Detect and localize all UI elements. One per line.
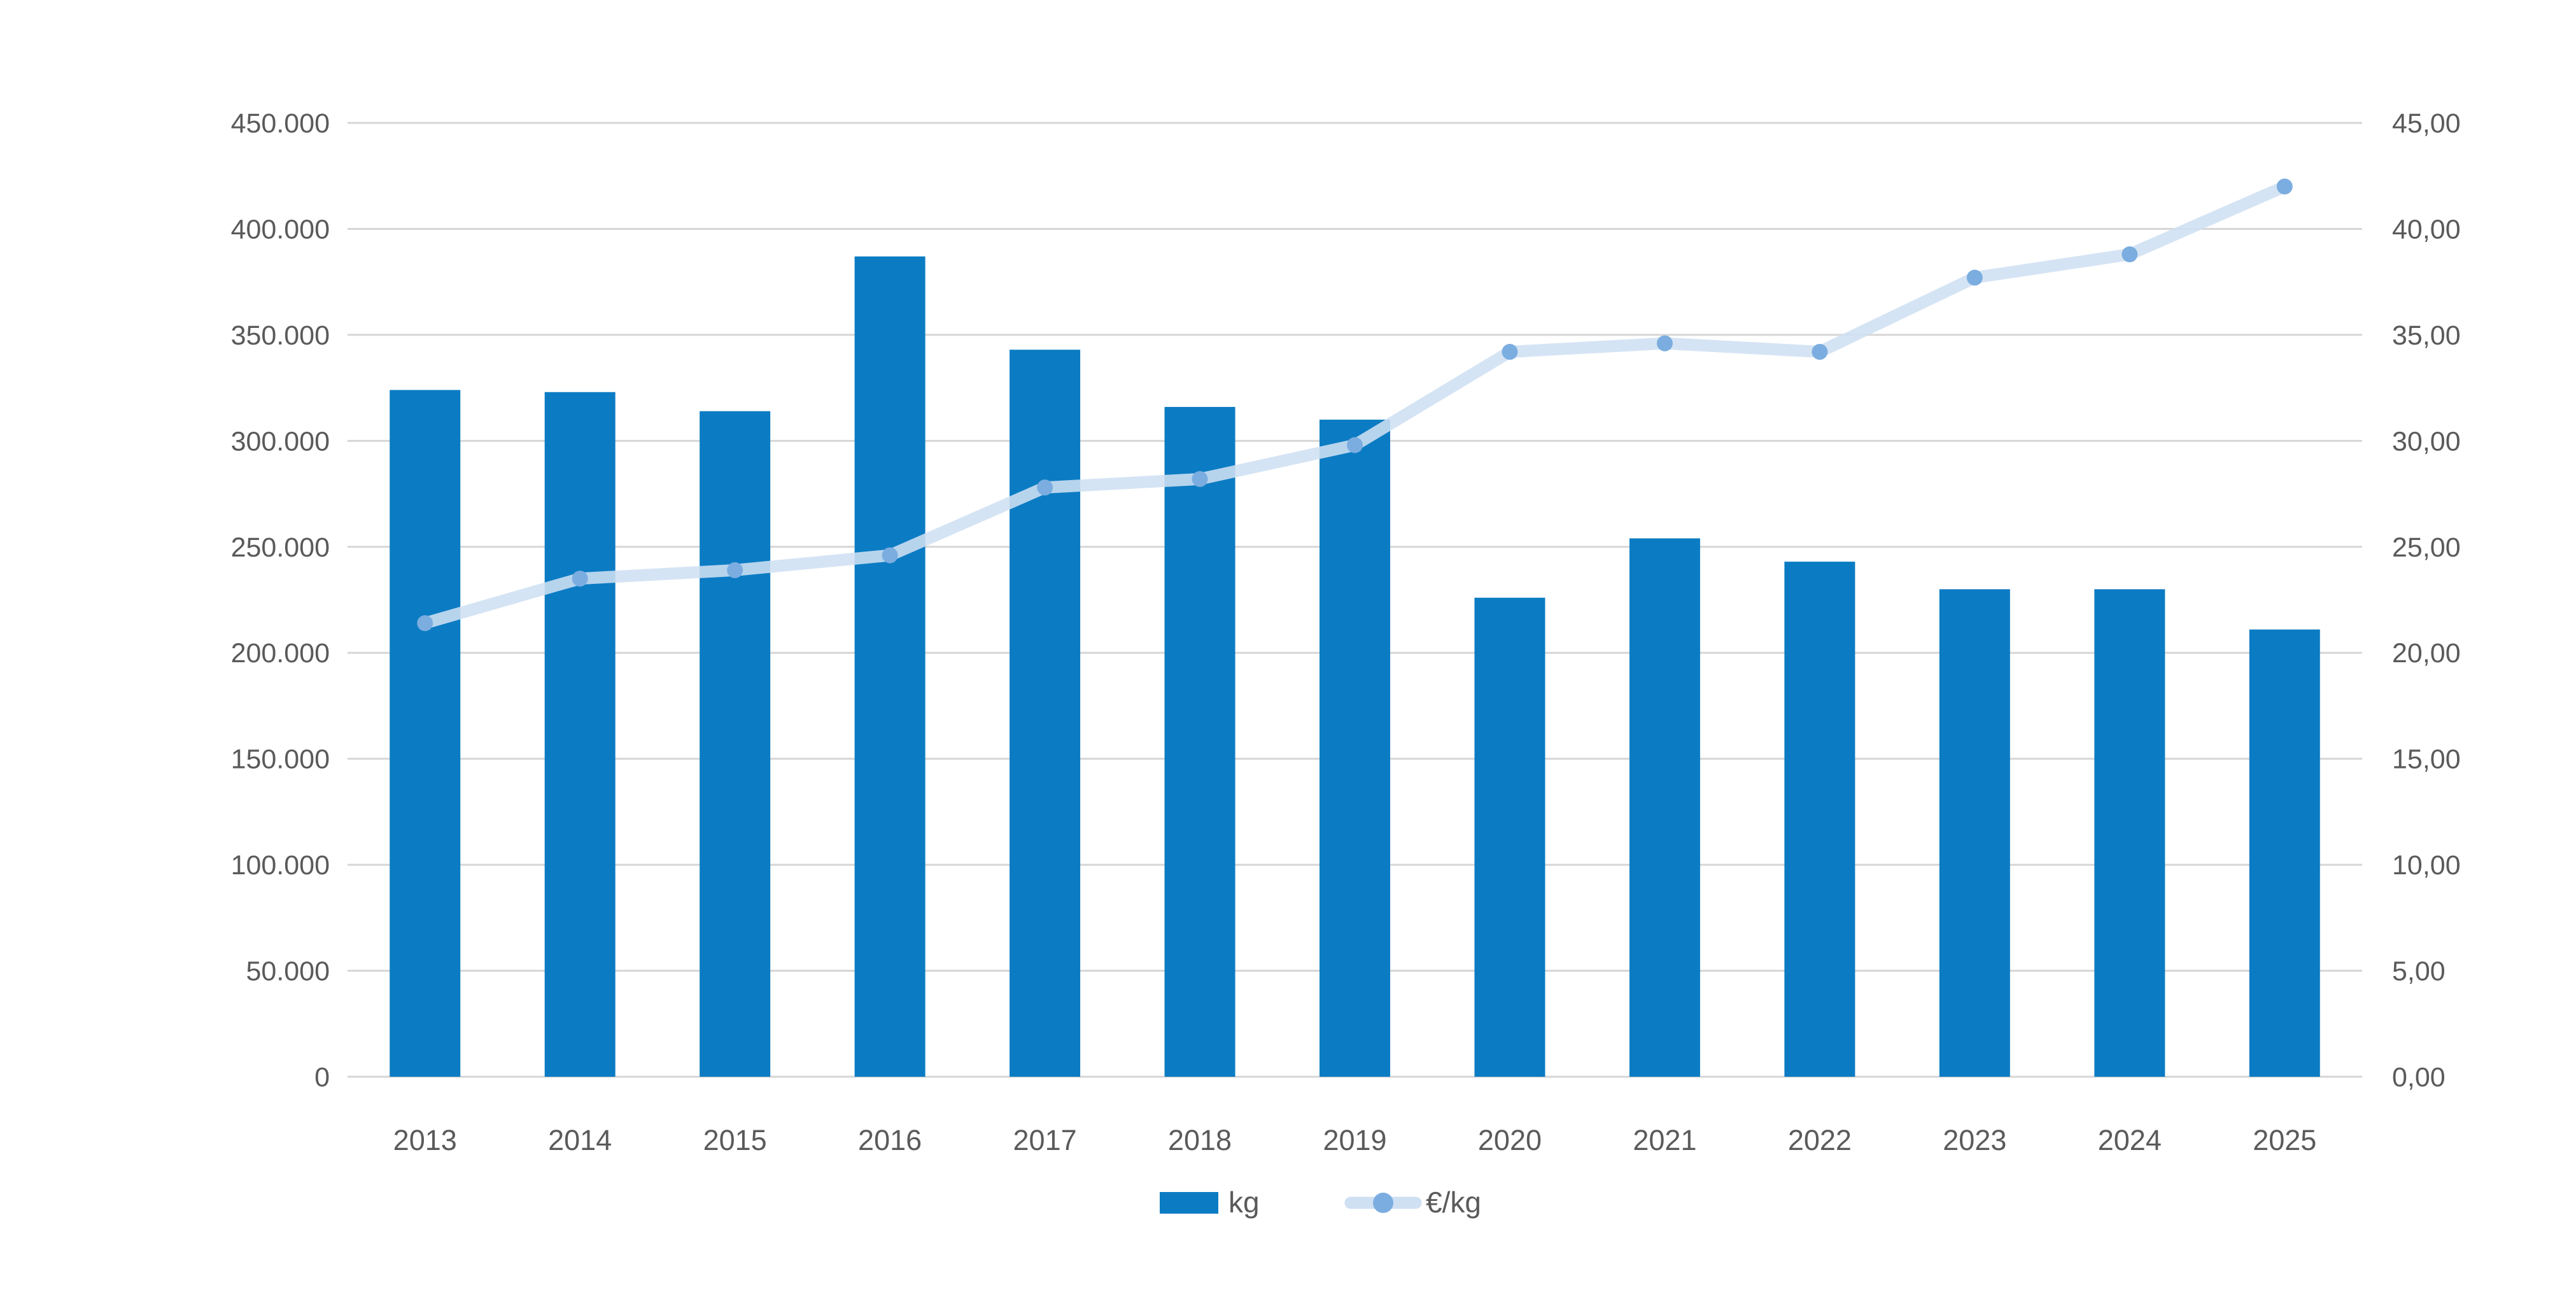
left-axis-tick-label: 300.000 bbox=[231, 426, 330, 457]
left-axis-tick-label: 400.000 bbox=[231, 214, 330, 245]
line-point-2024 bbox=[2122, 246, 2138, 262]
line-series-eur-per-kg bbox=[417, 178, 2293, 632]
legend-kg-label: kg bbox=[1228, 1186, 1260, 1219]
x-axis-label-2016: 2016 bbox=[858, 1124, 922, 1156]
bar-2018 bbox=[1164, 407, 1235, 1077]
x-axis-label-2019: 2019 bbox=[1323, 1124, 1386, 1156]
bar-2015 bbox=[700, 411, 771, 1077]
line-point-2021 bbox=[1656, 335, 1673, 351]
right-axis-tick-label: 15,00 bbox=[2392, 744, 2461, 775]
line-point-2020 bbox=[1502, 344, 1518, 360]
bar-2020 bbox=[1474, 597, 1545, 1077]
bar-2014 bbox=[544, 392, 616, 1077]
right-axis-tick-label: 10,00 bbox=[2392, 850, 2461, 881]
line-point-2013 bbox=[417, 615, 433, 632]
line-point-2017 bbox=[1037, 479, 1053, 496]
x-axis-label-2015: 2015 bbox=[703, 1124, 767, 1156]
left-axis-tick-label: 250.000 bbox=[231, 532, 330, 563]
line-point-2014 bbox=[572, 571, 588, 587]
x-axis-label-2018: 2018 bbox=[1168, 1124, 1232, 1156]
right-axis-tick-label: 30,00 bbox=[2392, 426, 2461, 457]
legend-eur-per-kg-label: €/kg bbox=[1426, 1186, 1481, 1219]
legend-kg-swatch-icon bbox=[1160, 1192, 1218, 1214]
bar-2023 bbox=[1939, 589, 2010, 1077]
line-point-2025 bbox=[2276, 178, 2293, 195]
right-axis-tick-label: 45,00 bbox=[2392, 108, 2461, 139]
x-axis-label-2014: 2014 bbox=[548, 1124, 612, 1156]
left-axis-tick-label: 150.000 bbox=[231, 744, 330, 775]
bar-2019 bbox=[1320, 420, 1390, 1077]
x-axis-label-2013: 2013 bbox=[393, 1124, 457, 1156]
left-axis-tick-label: 50.000 bbox=[246, 956, 330, 987]
bar-2024 bbox=[2094, 589, 2165, 1077]
legend-line-marker-icon bbox=[1373, 1193, 1393, 1213]
bar-2021 bbox=[1629, 538, 1700, 1077]
left-axis-tick-label: 450.000 bbox=[231, 108, 330, 139]
x-axis-label-2017: 2017 bbox=[1013, 1124, 1077, 1156]
line-point-2018 bbox=[1192, 471, 1208, 487]
right-axis-tick-label: 20,00 bbox=[2392, 638, 2461, 669]
line-point-2015 bbox=[727, 562, 743, 578]
left-axis-tick-label: 350.000 bbox=[231, 320, 330, 351]
x-axis-label-2025: 2025 bbox=[2253, 1124, 2316, 1156]
x-axis-labels: 2013 2014 2015 2016 2017 2018 2019 2020 2021 2022… bbox=[393, 1124, 2317, 1156]
bar-2016 bbox=[854, 256, 926, 1077]
right-axis-labels: 45,00 40,00 35,00 30,00 25,00 20,00 15,00 10,00… bbox=[2392, 108, 2461, 1093]
left-axis-tick-label: 0 bbox=[314, 1062, 330, 1093]
bar-series-kg bbox=[390, 256, 2320, 1077]
left-axis-labels: 450.000 400.000 350.000 300.000 250.000 200.0… bbox=[231, 108, 330, 1093]
right-axis-tick-label: 5,00 bbox=[2392, 956, 2446, 987]
bar-2013 bbox=[390, 390, 461, 1077]
left-axis-tick-label: 100.000 bbox=[231, 850, 330, 881]
left-axis-tick-label: 200.000 bbox=[231, 638, 330, 669]
right-axis-tick-label: 35,00 bbox=[2392, 320, 2461, 351]
x-axis-label-2020: 2020 bbox=[1478, 1124, 1542, 1156]
right-axis-tick-label: 25,00 bbox=[2392, 532, 2461, 563]
x-axis-label-2021: 2021 bbox=[1633, 1124, 1696, 1156]
bar-2022 bbox=[1784, 562, 1855, 1077]
bar-2025 bbox=[2249, 629, 2320, 1077]
x-axis-label-2023: 2023 bbox=[1943, 1124, 2006, 1156]
line-point-2016 bbox=[882, 547, 898, 564]
right-axis-tick-label: 0,00 bbox=[2392, 1062, 2446, 1093]
x-axis-label-2024: 2024 bbox=[2098, 1124, 2162, 1156]
x-axis-label-2022: 2022 bbox=[1788, 1124, 1852, 1156]
legend: kg €/kg bbox=[1160, 1186, 1481, 1219]
right-axis-tick-label: 40,00 bbox=[2392, 214, 2461, 245]
line-point-2022 bbox=[1812, 344, 1828, 360]
line-point-2023 bbox=[1966, 269, 1983, 286]
line-point-2019 bbox=[1347, 437, 1363, 453]
bar-2017 bbox=[1010, 350, 1081, 1077]
